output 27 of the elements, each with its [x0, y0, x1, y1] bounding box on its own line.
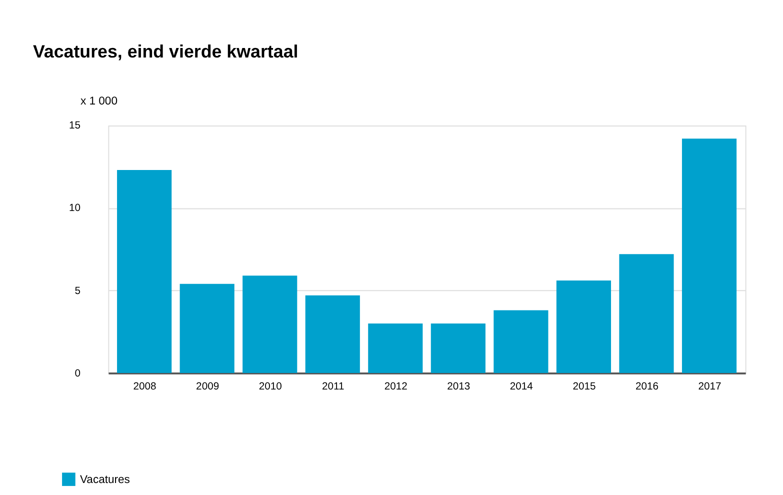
x-tick-label: 2010 [258, 381, 282, 392]
x-tick-label: 2012 [384, 381, 408, 392]
bar [682, 138, 737, 373]
bar [180, 284, 234, 373]
bar [494, 310, 548, 373]
y-tick-label: 15 [68, 120, 81, 132]
y-tick-label: 0 [74, 368, 81, 380]
x-tick-label: 2016 [635, 381, 659, 392]
bar [242, 276, 298, 373]
x-tick-label: 2014 [510, 381, 534, 392]
legend-label: Vacatures [80, 474, 130, 486]
x-tick-label: 2011 [322, 381, 344, 392]
bar [556, 280, 612, 373]
x-tick-label: 2015 [572, 381, 596, 392]
bar [619, 254, 674, 373]
y-tick-label: 5 [74, 286, 81, 297]
x-tick-label: 2008 [133, 381, 157, 392]
y-tick-label: 10 [68, 203, 81, 214]
bar [368, 323, 423, 373]
chart-title: Vacatures, eind vierde kwartaal [32, 42, 298, 62]
bar [117, 170, 172, 373]
bar [430, 323, 486, 373]
bar [305, 295, 360, 373]
x-tick-label: 2017 [698, 381, 722, 392]
x-tick-label: 2013 [447, 381, 470, 392]
x-tick-label: 2009 [196, 381, 220, 392]
y-axis-title: x 1 000 [80, 95, 118, 108]
